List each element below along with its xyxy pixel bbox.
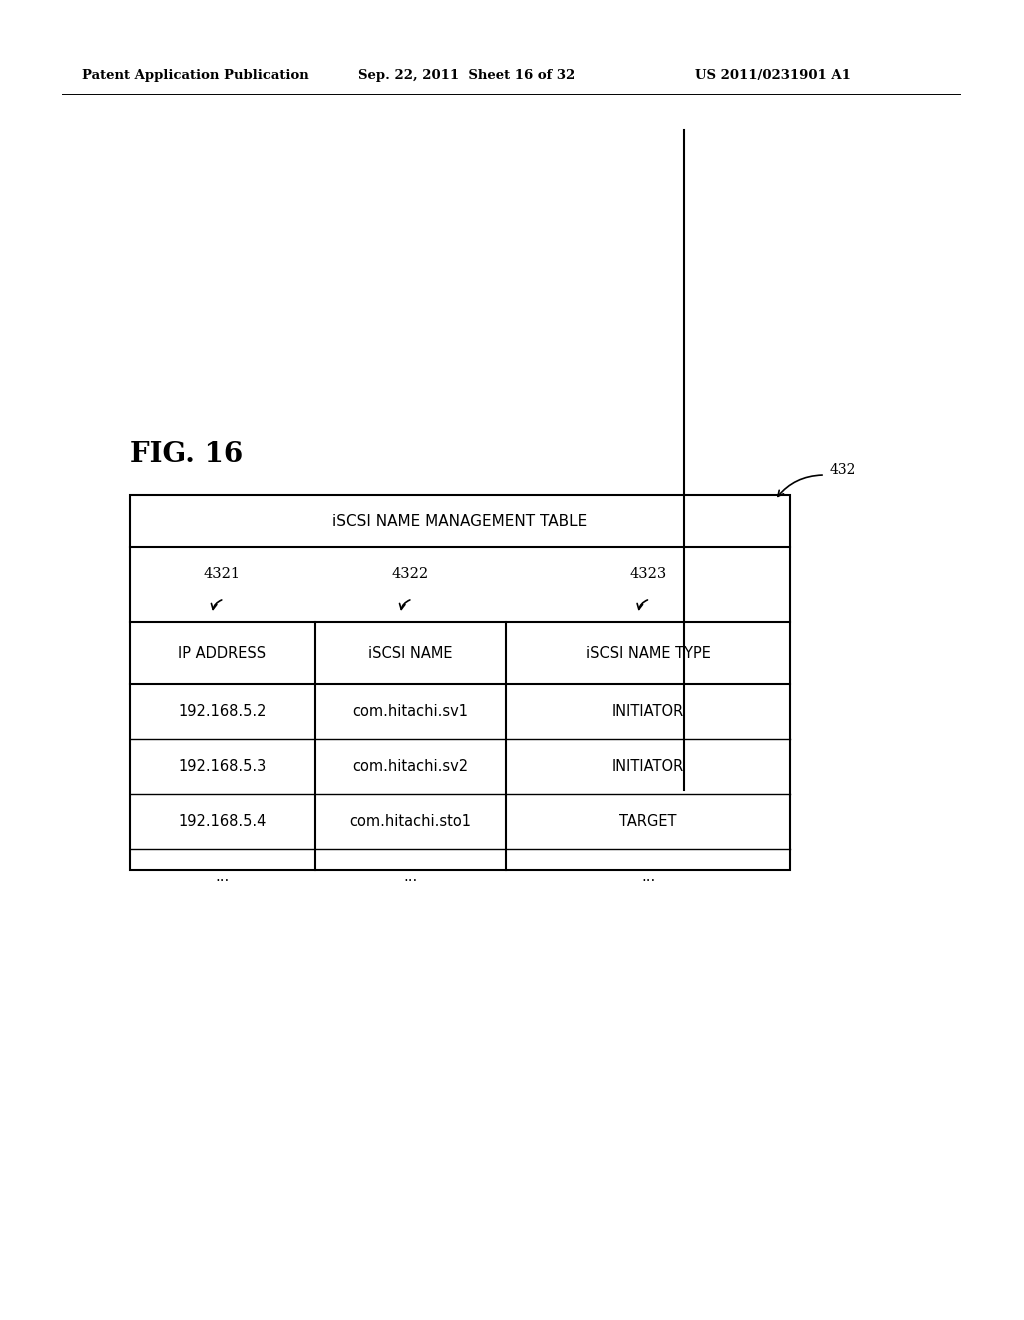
Text: 4321: 4321	[204, 568, 241, 581]
Text: com.hitachi.sto1: com.hitachi.sto1	[349, 814, 471, 829]
Text: iSCSI NAME MANAGEMENT TABLE: iSCSI NAME MANAGEMENT TABLE	[333, 513, 588, 528]
Text: iSCSI NAME: iSCSI NAME	[369, 645, 453, 660]
Text: iSCSI NAME TYPE: iSCSI NAME TYPE	[586, 645, 711, 660]
Text: ...: ...	[215, 869, 229, 884]
Text: ...: ...	[641, 869, 655, 884]
Text: US 2011/0231901 A1: US 2011/0231901 A1	[695, 69, 851, 82]
Text: 4322: 4322	[392, 568, 429, 581]
Text: TARGET: TARGET	[620, 814, 677, 829]
Text: 192.168.5.3: 192.168.5.3	[178, 759, 266, 774]
Text: 192.168.5.4: 192.168.5.4	[178, 814, 266, 829]
Text: com.hitachi.sv1: com.hitachi.sv1	[352, 704, 469, 719]
Text: 4323: 4323	[630, 568, 667, 581]
Bar	[130, 495, 790, 870]
Text: com.hitachi.sv2: com.hitachi.sv2	[352, 759, 469, 774]
Text: FIG. 16: FIG. 16	[130, 441, 244, 469]
Text: INITIATOR: INITIATOR	[612, 759, 684, 774]
Text: ...: ...	[403, 869, 418, 884]
Text: 192.168.5.2: 192.168.5.2	[178, 704, 266, 719]
Text: Patent Application Publication: Patent Application Publication	[82, 69, 309, 82]
Text: IP ADDRESS: IP ADDRESS	[178, 645, 266, 660]
Text: Sep. 22, 2011  Sheet 16 of 32: Sep. 22, 2011 Sheet 16 of 32	[358, 69, 575, 82]
Text: 432: 432	[830, 463, 856, 477]
Text: INITIATOR: INITIATOR	[612, 704, 684, 719]
